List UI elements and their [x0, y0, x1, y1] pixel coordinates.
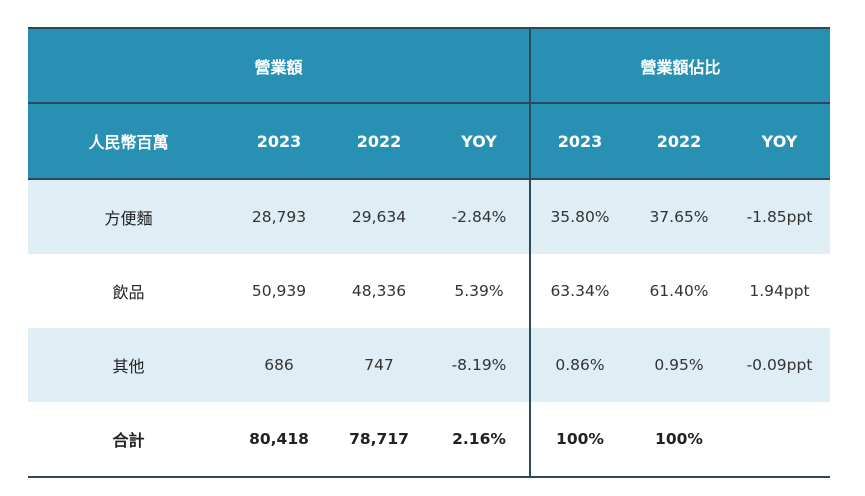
table-cell [729, 402, 830, 476]
table-cell: 80,418 [249, 430, 309, 448]
column-header-share-yoy: YOY [761, 131, 798, 151]
column-header-unit: 人民幣百萬 [88, 133, 169, 152]
group-header-row: 營業額 營業額佔比 [28, 27, 830, 102]
table-cell: 61.40% [649, 282, 709, 300]
table-cell: 37.65% [649, 208, 709, 226]
table-cell: 0.86% [529, 328, 629, 402]
row-label: 方便麵 [104, 209, 153, 228]
table-row: 其他 686 747 -8.19% 0.86% 0.95% -0.09ppt [28, 328, 830, 402]
column-header-revenue-yoy: YOY [461, 131, 497, 151]
table-cell: 2.16% [452, 430, 506, 448]
table-cell: -1.85ppt [746, 208, 813, 226]
total-row: 合計 80,418 78,717 2.16% 100% 100% [28, 402, 830, 478]
table-cell: 686 [264, 356, 294, 374]
column-header-share-2022: 2022 [656, 131, 702, 151]
table-cell: 50,939 [251, 282, 307, 300]
table-cell: -8.19% [451, 356, 507, 374]
table-cell: 0.95% [654, 356, 704, 374]
table-cell: 100% [529, 402, 629, 476]
group-header-revenue-share: 營業額佔比 [529, 29, 830, 102]
row-label: 其他 [112, 357, 145, 376]
table-cell: -2.84% [451, 208, 507, 226]
table-cell: 747 [364, 356, 394, 374]
column-header-share-2023: 2023 [529, 104, 629, 178]
table-cell: 5.39% [454, 282, 504, 300]
row-label: 飲品 [112, 283, 145, 302]
column-header-row: 人民幣百萬 2023 2022 YOY 2023 2022 YOY [28, 102, 830, 180]
table-cell: 28,793 [251, 208, 307, 226]
column-header-revenue-2023: 2023 [256, 131, 302, 151]
table-cell: 63.34% [529, 254, 629, 328]
table-cell: 48,336 [351, 282, 407, 300]
revenue-table: 營業額 營業額佔比 人民幣百萬 2023 2022 YOY 2023 2022 … [28, 27, 830, 478]
row-label: 合計 [112, 431, 145, 450]
table-cell: 29,634 [351, 208, 407, 226]
table-cell: 100% [655, 430, 703, 448]
table-row: 方便麵 28,793 29,634 -2.84% 35.80% 37.65% -… [28, 180, 830, 254]
group-header-revenue: 營業額 [254, 57, 303, 77]
table-cell: 78,717 [349, 430, 409, 448]
table-cell: 35.80% [529, 180, 629, 254]
column-header-revenue-2022: 2022 [356, 131, 402, 151]
table-cell: 1.94ppt [749, 282, 810, 300]
table-row: 飲品 50,939 48,336 5.39% 63.34% 61.40% 1.9… [28, 254, 830, 328]
table-cell: -0.09ppt [746, 356, 813, 374]
